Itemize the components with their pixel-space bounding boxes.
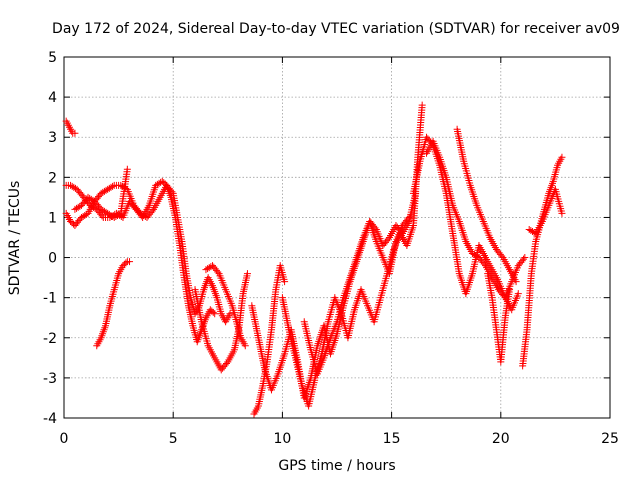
axis-ticks: 0 5 10 15 20 25 -4 -3 -2 -1 0 1 2 3 4 5 <box>43 50 619 447</box>
data-point <box>148 207 156 215</box>
y-tick-label: 1 <box>48 210 57 226</box>
data-point <box>211 310 219 318</box>
series-arc-k <box>300 213 413 378</box>
data-point <box>418 101 426 109</box>
x-tick-label: 5 <box>169 431 178 447</box>
data-point <box>480 260 488 268</box>
data-point <box>512 278 520 286</box>
y-tick-label: -4 <box>43 411 57 427</box>
series-arc-g <box>202 262 249 350</box>
series-arc-n <box>453 125 520 286</box>
data-point <box>404 215 412 223</box>
data-point <box>126 258 134 266</box>
data-point <box>71 129 79 137</box>
series-arc-p <box>519 153 566 370</box>
x-axis-label: GPS time / hours <box>278 458 395 474</box>
data-series <box>62 101 566 418</box>
data-point <box>109 182 117 190</box>
data-point <box>506 286 514 294</box>
data-point <box>123 165 131 173</box>
data-point <box>521 254 529 262</box>
y-tick-label: -2 <box>43 331 57 347</box>
data-point <box>141 212 149 220</box>
series-arc-e <box>71 165 131 221</box>
series-arc-j <box>278 101 426 410</box>
data-point <box>498 252 506 260</box>
data-point <box>98 212 106 220</box>
x-tick-label: 15 <box>383 431 401 447</box>
plot-frame <box>63 56 611 419</box>
y-tick-label: 3 <box>48 130 57 146</box>
series-arc-i <box>248 189 420 402</box>
data-point <box>207 263 215 271</box>
y-axis-label: SDTVAR / TECUs <box>7 181 23 296</box>
x-tick-label: 20 <box>492 431 510 447</box>
y-tick-label: -1 <box>43 291 57 307</box>
data-point <box>243 270 251 278</box>
data-point <box>214 268 222 276</box>
data-point <box>558 209 566 217</box>
data-point <box>514 290 522 298</box>
y-tick-label: 4 <box>48 90 57 106</box>
series-arc-l <box>409 133 522 314</box>
y-tick-label: 2 <box>48 170 57 186</box>
series-arc-m <box>423 137 529 302</box>
x-tick-label: 0 <box>60 431 69 447</box>
data-point <box>122 259 130 267</box>
chart-title: Day 172 of 2024, Sidereal Day-to-day VTE… <box>52 21 620 37</box>
data-point <box>241 342 249 350</box>
series-arc-o <box>484 270 514 366</box>
series-arc-d <box>93 258 134 350</box>
data-point <box>281 278 289 286</box>
data-point <box>222 359 230 367</box>
series-arc-f <box>191 270 251 374</box>
grid <box>64 57 610 418</box>
data-point <box>226 310 234 318</box>
x-tick-label: 25 <box>601 431 619 447</box>
data-point <box>384 235 392 243</box>
y-tick-label: 0 <box>48 251 57 267</box>
data-point <box>209 308 217 316</box>
data-point <box>168 188 176 196</box>
y-tick-label: 5 <box>48 50 57 66</box>
data-point <box>558 153 566 161</box>
data-point <box>405 213 413 221</box>
y-tick-label: -3 <box>43 371 57 387</box>
series-arc-a <box>62 117 79 137</box>
x-tick-label: 10 <box>273 431 291 447</box>
series-arc-c <box>62 181 234 326</box>
data-point <box>520 255 528 263</box>
series-arc-b <box>62 177 219 346</box>
series-arc-q <box>525 185 566 237</box>
